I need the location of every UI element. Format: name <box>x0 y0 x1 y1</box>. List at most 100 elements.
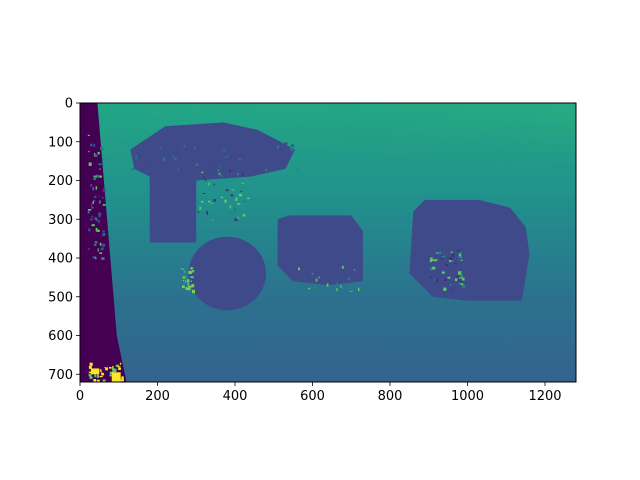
depth-speckle <box>93 143 96 147</box>
depth-speckle <box>88 228 91 232</box>
y-tick-label: 100 <box>48 135 73 150</box>
depth-speckle <box>138 154 141 158</box>
depth-speckle <box>119 362 122 365</box>
depth-speckle <box>235 197 238 201</box>
depth-speckle <box>458 282 462 285</box>
depth-speckle <box>188 270 192 274</box>
depth-speckle <box>94 217 98 220</box>
depth-speckle <box>94 241 98 244</box>
depth-speckle <box>458 256 462 259</box>
depth-speckle <box>177 168 180 170</box>
depth-speckle <box>232 200 235 204</box>
depth-speckle <box>109 371 113 375</box>
depth-speckle <box>315 278 318 282</box>
depth-speckle <box>208 200 211 203</box>
x-tick-label: 1000 <box>451 389 484 404</box>
depth-speckle <box>460 283 464 286</box>
depth-speckle <box>93 175 97 178</box>
depth-speckle <box>220 178 223 182</box>
depth-speckle <box>90 376 93 379</box>
depth-speckle <box>131 168 135 171</box>
depth-speckle <box>120 379 124 382</box>
depth-speckle <box>276 145 279 149</box>
depth-speckle <box>432 266 436 270</box>
depth-speckle <box>358 287 360 292</box>
depth-speckle <box>304 277 306 279</box>
x-tick-label: 200 <box>145 389 170 404</box>
depth-speckle <box>235 213 238 217</box>
depth-speckle <box>202 166 205 170</box>
depth-speckle <box>265 168 268 172</box>
depth-speckle <box>223 149 225 151</box>
depth-speckle <box>98 220 100 224</box>
depth-speckle <box>99 168 101 170</box>
depth-speckle <box>98 163 102 166</box>
depth-speckle <box>291 144 294 147</box>
depth-speckle <box>117 366 121 368</box>
depth-speckle <box>460 274 464 278</box>
depth-speckle <box>99 242 101 245</box>
object-2 <box>277 215 363 286</box>
depth-speckle <box>102 243 106 247</box>
depth-speckle <box>314 287 318 289</box>
x-tick-label: 600 <box>300 389 325 404</box>
depth-speckle <box>318 276 320 279</box>
depth-speckle <box>92 256 97 259</box>
depth-speckle <box>198 196 202 198</box>
depth-speckle <box>87 209 92 211</box>
depth-speckle <box>91 206 94 209</box>
y-tick-label: 300 <box>48 213 73 228</box>
depth-speckle <box>94 374 96 378</box>
depth-speckle <box>92 199 96 202</box>
depth-speckle <box>438 251 442 254</box>
depth-speckle <box>461 277 465 281</box>
depth-speckle <box>230 206 232 210</box>
depth-speckle <box>188 283 190 287</box>
depth-speckle <box>87 134 90 136</box>
depth-speckle <box>100 242 102 246</box>
depth-speckle <box>241 173 244 176</box>
depth-speckle <box>184 271 186 273</box>
depth-speckle <box>98 195 100 198</box>
depth-speckle <box>188 271 190 273</box>
depth-speckle <box>101 372 103 374</box>
plot-frame <box>79 102 577 383</box>
depth-speckle <box>229 169 232 173</box>
depth-speckle <box>91 204 93 207</box>
depth-speckle <box>454 263 458 265</box>
y-tick-label: 600 <box>48 329 73 344</box>
depth-speckle <box>96 379 100 382</box>
object-1-body <box>149 161 197 243</box>
depth-speckle <box>326 283 329 287</box>
depth-speckle <box>297 168 299 171</box>
depth-speckle <box>89 219 93 221</box>
depth-speckle <box>102 230 105 233</box>
depth-speckle <box>356 292 359 295</box>
depth-speckle <box>311 272 314 276</box>
depth-speckle <box>447 276 451 279</box>
depth-speckle <box>101 257 105 260</box>
depth-speckle <box>308 287 311 290</box>
depth-speckle <box>100 146 104 150</box>
depth-speckle <box>102 379 106 382</box>
depth-speckle <box>231 189 234 191</box>
depth-speckle <box>182 285 185 289</box>
depth-speckle <box>270 159 273 162</box>
depth-speckle <box>450 251 453 254</box>
x-axis: 0 200 400 600 800 1000 1200 <box>76 382 562 404</box>
depth-speckle <box>201 150 204 153</box>
depth-speckle <box>121 376 124 380</box>
depth-speckle <box>220 165 222 168</box>
depth-speckle <box>225 156 229 158</box>
depth-speckle <box>195 163 199 166</box>
depth-speckle <box>100 247 104 251</box>
depth-speckle <box>109 367 112 369</box>
depth-speckle <box>192 269 195 273</box>
depth-speckle <box>434 259 438 262</box>
depth-speckle <box>184 280 186 283</box>
depth-speckle <box>232 196 236 200</box>
depth-speckle <box>192 289 195 294</box>
depth-speckle <box>94 244 97 246</box>
x-tick-label: 400 <box>223 389 248 404</box>
depth-speckle <box>234 218 238 221</box>
